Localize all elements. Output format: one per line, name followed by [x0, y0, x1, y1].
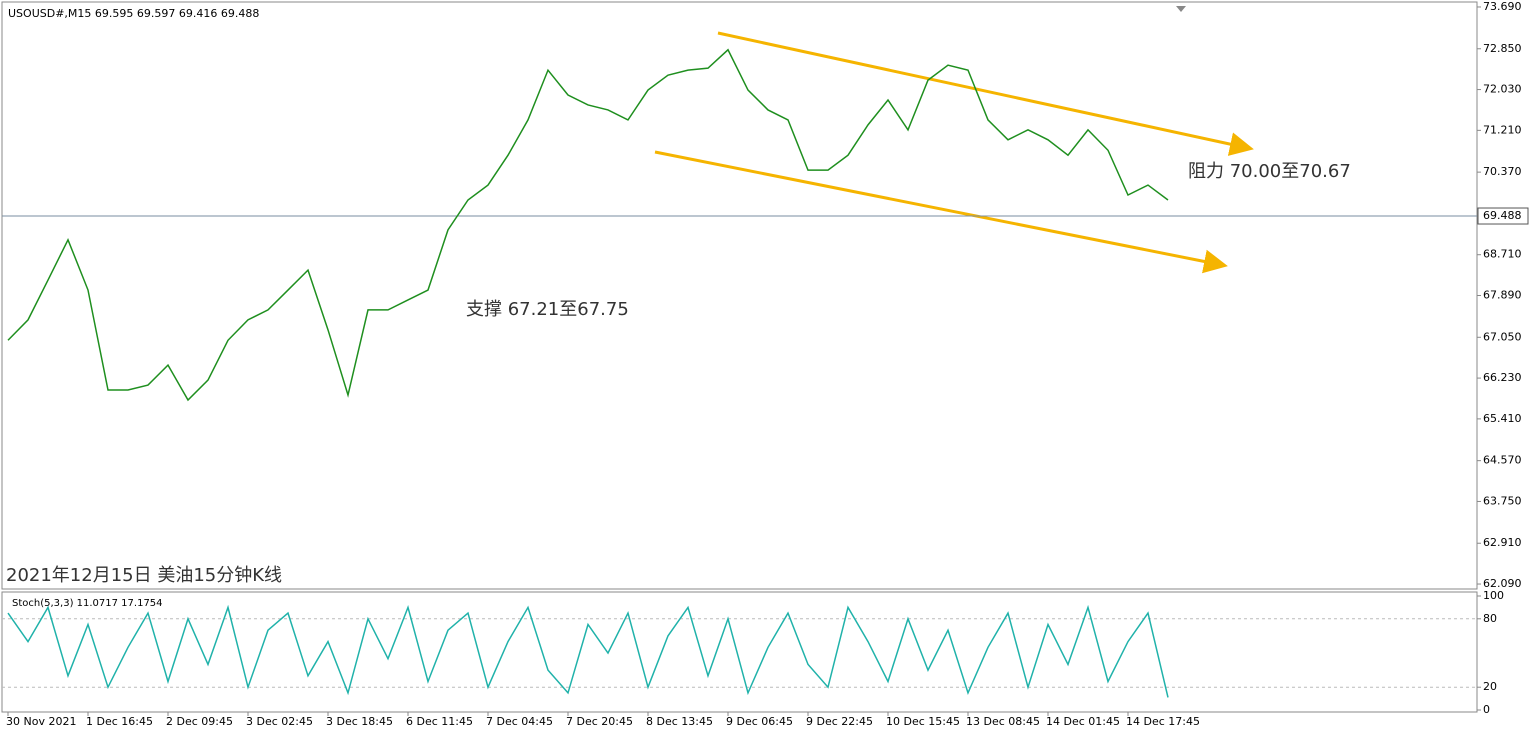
x-tick-label: 6 Dec 11:45 — [406, 715, 473, 728]
price-panel — [1, 1, 1478, 590]
y-tick-label: 72.850 — [1483, 42, 1522, 55]
trend-line-upper — [717, 31, 1254, 156]
current-price-label: 69.488 — [1483, 209, 1522, 222]
x-tick-label: 3 Dec 18:45 — [326, 715, 393, 728]
x-tick-label: 14 Dec 01:45 — [1046, 715, 1120, 728]
x-tick-label: 9 Dec 06:45 — [726, 715, 793, 728]
y-tick-label: 80 — [1483, 612, 1497, 625]
x-tick-label: 13 Dec 08:45 — [966, 715, 1040, 728]
x-tick-label: 2 Dec 09:45 — [166, 715, 233, 728]
x-tick-label: 7 Dec 04:45 — [486, 715, 553, 728]
support-note: 支撑 67.21至67.75 — [466, 299, 629, 320]
current-price-box — [1477, 207, 1529, 225]
y-tick-label: 64.570 — [1483, 454, 1522, 467]
stoch-title: Stoch(5,3,3) 11.0717 17.1754 — [12, 598, 163, 609]
resistance-note: 阻力 70.00至70.67 — [1188, 161, 1351, 182]
y-tick-label: 70.370 — [1483, 165, 1522, 178]
trend-line-lower — [654, 150, 1228, 274]
x-tick-label: 9 Dec 22:45 — [806, 715, 873, 728]
shift-marker — [1176, 6, 1186, 12]
price-line — [7, 604, 1169, 698]
y-tick-label: 67.050 — [1483, 330, 1522, 343]
y-tick-label: 71.210 — [1483, 123, 1522, 136]
y-tick-label: 68.710 — [1483, 248, 1522, 261]
chart-title: USOUSD#,M15 69.595 69.597 69.416 69.488 — [8, 7, 259, 20]
y-tick-label: 62.910 — [1483, 536, 1522, 549]
price-line — [7, 48, 1169, 402]
x-tick-label: 30 Nov 2021 — [6, 715, 76, 728]
x-tick-label: 8 Dec 13:45 — [646, 715, 713, 728]
x-tick-label: 1 Dec 16:45 — [86, 715, 153, 728]
x-tick-label: 10 Dec 15:45 — [886, 715, 960, 728]
y-tick-label: 66.230 — [1483, 371, 1522, 384]
y-tick-label: 20 — [1483, 680, 1497, 693]
y-tick-label: 0 — [1483, 703, 1490, 716]
y-tick-label: 100 — [1483, 589, 1504, 602]
y-tick-label: 62.090 — [1483, 577, 1522, 590]
y-tick-label: 72.030 — [1483, 83, 1522, 96]
x-tick-label: 3 Dec 02:45 — [246, 715, 313, 728]
chart-caption: 2021年12月15日 美油15分钟K线 — [6, 565, 282, 586]
y-tick-label: 73.690 — [1483, 0, 1522, 13]
x-tick-label: 7 Dec 20:45 — [566, 715, 633, 728]
y-tick-label: 65.410 — [1483, 412, 1522, 425]
stoch-panel — [1, 591, 1478, 713]
y-tick-label: 67.890 — [1483, 289, 1522, 302]
y-tick-label: 63.750 — [1483, 494, 1522, 507]
x-tick-label: 14 Dec 17:45 — [1126, 715, 1200, 728]
